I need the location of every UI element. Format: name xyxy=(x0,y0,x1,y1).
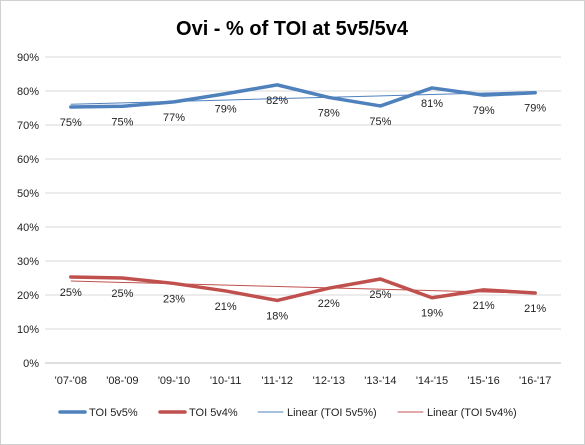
data-label: 18% xyxy=(266,310,288,322)
x-tick-label: '10-'11 xyxy=(210,375,242,387)
trendline xyxy=(70,280,536,294)
data-label: 77% xyxy=(163,112,185,124)
x-tick-label: '16-'17 xyxy=(519,375,551,387)
y-tick-label: 90% xyxy=(17,52,39,64)
data-label: 19% xyxy=(421,308,443,320)
x-tick-label: '15-'16 xyxy=(467,375,499,387)
y-tick-label: 0% xyxy=(23,358,39,370)
y-tick-label: 30% xyxy=(17,256,39,268)
x-tick-label: '09-'10 xyxy=(158,375,190,387)
x-tick-label: '07-'08 xyxy=(55,375,87,387)
series-lines xyxy=(69,83,537,303)
legend-label: TOI 5v5% xyxy=(89,407,138,419)
legend-label: Linear (TOI 5v5%) xyxy=(287,407,377,419)
trendline xyxy=(70,91,536,105)
data-label: 21% xyxy=(524,303,546,315)
legend-label: Linear (TOI 5v4%) xyxy=(427,407,517,419)
data-label: 21% xyxy=(473,300,495,312)
y-tick-label: 40% xyxy=(17,222,39,234)
legend-label: TOI 5v4% xyxy=(189,407,238,419)
data-label: 75% xyxy=(111,116,133,128)
data-label: 79% xyxy=(473,105,495,117)
trendlines xyxy=(70,91,536,294)
y-tick-label: 80% xyxy=(17,86,39,98)
data-label: 21% xyxy=(215,301,237,313)
y-tick-label: 50% xyxy=(17,188,39,200)
data-label: 79% xyxy=(524,103,546,115)
x-axis: '07-'08 '08-'09 '09-'10 '10-'11 '11-'12 '12-'… xyxy=(55,375,552,387)
data-label: 75% xyxy=(60,117,82,129)
data-label: 79% xyxy=(215,104,237,116)
data-labels: 75% 75% 77% 79% 82% 78% 75% 81% 79% 79% 25% 25% 23% 2… xyxy=(60,95,547,323)
x-tick-label: '14-'15 xyxy=(416,375,448,387)
data-label: 78% xyxy=(318,107,340,119)
y-axis: 0% 10% 20% 30% 40% 50% 60% 70% 80% 90% xyxy=(17,52,39,370)
data-label: 81% xyxy=(421,98,443,110)
y-tick-label: 10% xyxy=(17,324,39,336)
chart-title: Ovi - % of TOI at 5v5/5v4 xyxy=(176,18,409,40)
y-tick-label: 60% xyxy=(17,154,39,166)
data-label: 22% xyxy=(318,298,340,310)
y-tick-label: 20% xyxy=(17,290,39,302)
x-tick-label: '11-'12 xyxy=(261,375,293,387)
data-label: 25% xyxy=(111,288,133,300)
x-tick-label: '12-'13 xyxy=(313,375,345,387)
legend: TOI 5v5% TOI 5v4% Linear (TOI 5v5%) Linear … xyxy=(58,407,517,419)
data-label: 75% xyxy=(369,116,391,128)
y-tick-label: 70% xyxy=(17,120,39,132)
series-line xyxy=(69,275,537,303)
data-label: 25% xyxy=(60,287,82,299)
data-label: 82% xyxy=(266,95,288,107)
data-label: 23% xyxy=(163,293,185,305)
x-tick-label: '13-'14 xyxy=(364,375,396,387)
data-label: 25% xyxy=(369,289,391,301)
x-tick-label: '08-'09 xyxy=(106,375,138,387)
series-line xyxy=(69,83,537,109)
